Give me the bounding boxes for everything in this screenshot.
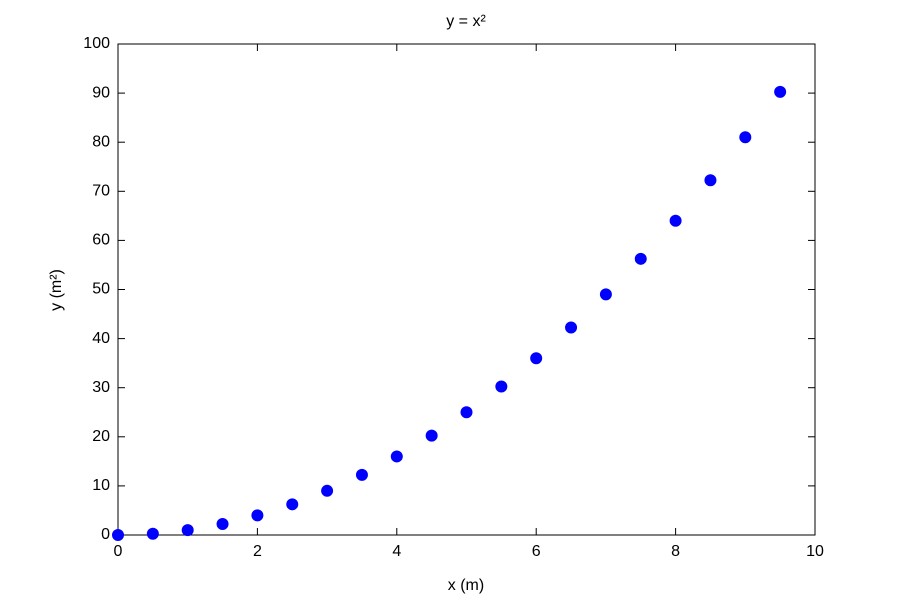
y-axis-label: y (m²): [48, 269, 65, 311]
y-tick-label: 60: [92, 232, 110, 249]
scatter-point: [739, 131, 752, 144]
x-tick-label: 0: [114, 543, 123, 560]
scatter-point: [634, 252, 647, 265]
y-tick-label: 0: [101, 526, 110, 543]
chart-title: y = x²: [446, 13, 486, 30]
scatter-point: [181, 524, 194, 537]
scatter-point: [704, 174, 717, 187]
y-tick-label: 70: [92, 183, 110, 200]
scatter-point: [495, 380, 508, 393]
y-tick-label: 30: [92, 379, 110, 396]
scatter-point: [460, 406, 473, 419]
scatter-point: [599, 288, 612, 301]
y-tick-label: 50: [92, 281, 110, 298]
scatter-point: [112, 529, 124, 541]
y-tick-label: 40: [92, 330, 110, 347]
scatter-point: [565, 321, 578, 334]
y-tick-label: 80: [92, 133, 110, 150]
scatter-point: [390, 450, 403, 463]
scatter-point: [146, 527, 159, 540]
y-tick-label: 90: [92, 84, 110, 101]
scatter-point: [321, 484, 334, 497]
scatter-point: [251, 509, 264, 522]
scatter-point: [669, 214, 682, 227]
scatter-point: [355, 468, 368, 481]
x-tick-label: 4: [392, 543, 401, 560]
x-tick-label: 2: [253, 543, 262, 560]
x-axis-label: x (m): [448, 577, 484, 594]
scatter-point: [774, 85, 787, 98]
scatter-point: [530, 352, 543, 365]
y-tick-label: 10: [92, 477, 110, 494]
x-tick-label: 10: [806, 543, 824, 560]
y-tick-label: 20: [92, 428, 110, 445]
scatter-point: [425, 429, 438, 442]
scatter-point: [286, 498, 299, 511]
x-tick-label: 6: [532, 543, 541, 560]
y-tick-label: 100: [83, 35, 110, 52]
scatter-point: [216, 517, 229, 530]
x-tick-label: 8: [671, 543, 680, 560]
